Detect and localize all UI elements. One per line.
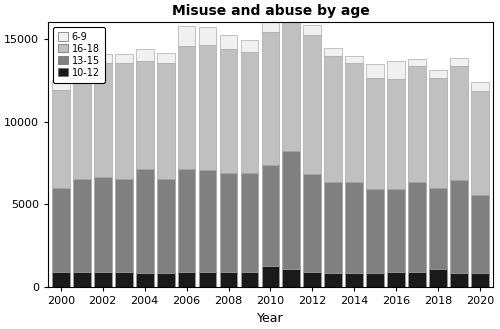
Bar xyxy=(346,56,363,63)
Bar xyxy=(220,272,238,287)
Bar xyxy=(94,177,112,271)
Bar xyxy=(430,269,447,287)
Bar xyxy=(198,272,216,287)
Bar xyxy=(388,189,405,271)
Bar xyxy=(198,27,216,45)
Bar xyxy=(324,56,342,182)
Legend: 6-9, 16-18, 13-15, 10-12: 6-9, 16-18, 13-15, 10-12 xyxy=(53,27,104,83)
Bar xyxy=(73,271,90,287)
Bar xyxy=(388,79,405,189)
Bar xyxy=(136,61,154,169)
Title: Misuse and abuse by age: Misuse and abuse by age xyxy=(172,4,370,18)
Bar xyxy=(73,69,90,179)
Bar xyxy=(430,188,447,269)
Bar xyxy=(52,80,70,90)
Bar xyxy=(73,61,90,69)
Bar xyxy=(240,52,258,173)
Bar xyxy=(388,61,405,79)
Bar xyxy=(366,189,384,273)
Bar xyxy=(304,25,322,35)
Bar xyxy=(115,63,132,179)
Bar xyxy=(52,90,70,188)
Bar xyxy=(471,195,489,273)
Bar xyxy=(450,180,468,273)
Bar xyxy=(178,26,196,46)
Bar xyxy=(115,179,132,271)
Bar xyxy=(136,273,154,287)
Bar xyxy=(282,0,300,151)
Bar xyxy=(430,70,447,78)
Bar xyxy=(366,78,384,189)
Bar xyxy=(282,269,300,287)
Bar xyxy=(240,39,258,52)
Bar xyxy=(346,182,363,273)
Bar xyxy=(220,36,238,49)
Bar xyxy=(471,91,489,195)
Bar xyxy=(94,63,112,177)
Bar xyxy=(156,273,174,287)
Bar xyxy=(94,271,112,287)
Bar xyxy=(471,273,489,287)
Bar xyxy=(304,174,322,271)
Bar xyxy=(156,63,174,179)
Bar xyxy=(346,273,363,287)
Bar xyxy=(408,271,426,287)
Bar xyxy=(304,271,322,287)
Bar xyxy=(408,60,426,66)
Bar xyxy=(136,49,154,61)
Bar xyxy=(178,271,196,287)
Bar xyxy=(450,273,468,287)
Bar xyxy=(324,182,342,273)
Bar xyxy=(304,35,322,174)
Bar xyxy=(178,46,196,169)
Bar xyxy=(262,19,280,32)
Bar xyxy=(282,151,300,269)
Bar xyxy=(156,53,174,63)
Bar xyxy=(220,49,238,173)
Bar xyxy=(471,82,489,91)
Bar xyxy=(366,64,384,78)
Bar xyxy=(115,271,132,287)
Bar xyxy=(430,78,447,188)
Bar xyxy=(115,54,132,63)
Bar xyxy=(366,273,384,287)
Bar xyxy=(346,63,363,182)
Bar xyxy=(136,169,154,273)
Bar xyxy=(240,272,258,287)
Bar xyxy=(450,66,468,180)
Bar xyxy=(408,66,426,182)
Bar xyxy=(450,58,468,66)
Bar xyxy=(262,32,280,165)
Bar xyxy=(324,273,342,287)
Bar xyxy=(324,48,342,56)
Bar xyxy=(73,179,90,271)
Bar xyxy=(52,188,70,272)
Bar xyxy=(408,182,426,271)
Bar xyxy=(198,169,216,272)
Bar xyxy=(388,271,405,287)
Bar xyxy=(240,173,258,272)
Bar xyxy=(156,179,174,273)
X-axis label: Year: Year xyxy=(257,312,283,325)
Bar xyxy=(52,272,70,287)
Bar xyxy=(262,266,280,287)
Bar xyxy=(220,173,238,272)
Bar xyxy=(178,169,196,271)
Bar xyxy=(262,164,280,266)
Bar xyxy=(94,54,112,63)
Bar xyxy=(198,45,216,169)
